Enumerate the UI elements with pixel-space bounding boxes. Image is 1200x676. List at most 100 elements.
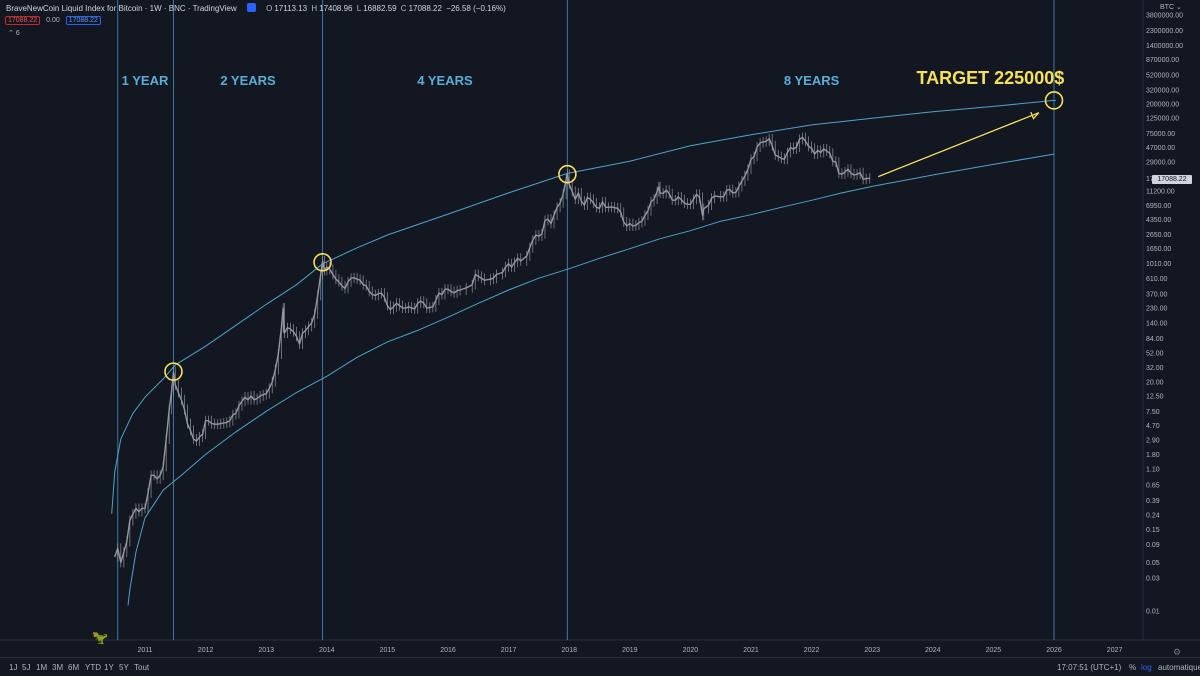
cycle-top-highlight — [313, 253, 332, 272]
y-tick-label: 4.70 — [1146, 423, 1160, 430]
cycle-label: 4 YEARS — [417, 73, 473, 88]
y-tick-label: 20.00 — [1146, 379, 1164, 386]
timeframe-5j[interactable]: 5J — [22, 663, 31, 672]
y-tick-label: 1400000.00 — [1146, 43, 1183, 50]
chart-header: BraveNewCoin Liquid Index for Bitcoin · … — [6, 3, 510, 13]
x-tick-label: 2026 — [1046, 647, 1062, 654]
timeframe-1j[interactable]: 1J — [9, 663, 18, 672]
y-tick-label: 1.10 — [1146, 467, 1160, 474]
cycle-label: 8 YEARS — [784, 73, 840, 88]
low-label: L — [356, 4, 362, 13]
open-value: 17113.13 — [274, 4, 308, 13]
y-tick-label: 1.80 — [1146, 452, 1160, 459]
channel-lower — [127, 153, 1055, 606]
cycle-label: 1 YEAR — [122, 73, 169, 88]
y-tick-label: 610.00 — [1146, 276, 1168, 283]
trade-prices: 17088.22 0.00 17088.22 — [5, 16, 105, 25]
auto-scale-toggle[interactable]: automatique — [1158, 663, 1200, 672]
x-tick-label: 2014 — [319, 647, 335, 654]
x-tick-label: 2016 — [440, 647, 456, 654]
y-tick-label: 0.39 — [1146, 498, 1160, 505]
y-tick-label: 0.15 — [1146, 527, 1160, 534]
y-tick-label: 140.00 — [1146, 321, 1168, 328]
buy-price-button[interactable]: 17088.22 — [65, 16, 101, 25]
open-label: O — [266, 4, 273, 13]
timeframe-6m[interactable]: 6M — [68, 663, 80, 672]
x-tick-label: 2025 — [986, 647, 1002, 654]
y-tick-label: 320000.00 — [1146, 87, 1179, 94]
y-tick-label: 29000.00 — [1146, 160, 1175, 167]
y-tick-label: 0.24 — [1146, 513, 1160, 520]
x-tick-label: 2017 — [501, 647, 517, 654]
x-tick-label: 2015 — [380, 647, 396, 654]
y-tick-label: 200000.00 — [1146, 102, 1179, 109]
cycle-top-highlight — [558, 164, 577, 184]
y-tick-label: 32.00 — [1146, 365, 1164, 372]
y-tick-label: 520000.00 — [1146, 73, 1179, 80]
x-tick-label: 2018 — [561, 647, 577, 654]
x-tick-label: 2019 — [622, 647, 638, 654]
symbol-title[interactable]: BraveNewCoin Liquid Index for Bitcoin · … — [6, 4, 237, 13]
channel-upper — [111, 99, 1055, 514]
y-tick-label: 0.01 — [1146, 609, 1160, 616]
y-tick-label: 2300000.00 — [1146, 28, 1183, 35]
target-label: TARGET 225000$ — [916, 68, 1064, 88]
axis-unit: BTC — [1160, 4, 1174, 11]
y-tick-label: 12.50 — [1146, 393, 1164, 400]
tradingview-logo-icon[interactable]: 🦖 — [92, 630, 109, 645]
close-value: 17088.22 — [408, 4, 442, 13]
timeframe-3m[interactable]: 3M — [52, 663, 64, 672]
y-tick-label: 3800000.00 — [1146, 13, 1183, 20]
high-value: 17408.96 — [319, 4, 353, 13]
y-tick-label: 0.09 — [1146, 542, 1160, 549]
y-tick-label: 125000.00 — [1146, 116, 1179, 123]
y-tick-label: 84.00 — [1146, 336, 1164, 343]
close-label: C — [400, 4, 407, 13]
x-tick-label: 2013 — [258, 647, 274, 654]
x-tick-label: 2027 — [1107, 647, 1123, 654]
x-tick-label: 2012 — [198, 647, 214, 654]
y-tick-label: 75000.00 — [1146, 131, 1175, 138]
cycle-label: 2 YEARS — [220, 73, 276, 88]
timeframe-1m[interactable]: 1M — [36, 663, 48, 672]
y-tick-label: 2650.00 — [1146, 232, 1171, 239]
sell-price-button[interactable]: 17088.22 — [5, 16, 41, 25]
timeframe-ytd[interactable]: YTD — [85, 663, 101, 672]
projection-arrow — [878, 112, 1040, 178]
x-tick-label: 2024 — [925, 647, 941, 654]
y-tick-label: 0.03 — [1146, 575, 1160, 582]
gear-icon[interactable]: ⚙ — [1173, 647, 1182, 657]
y-tick-label: 1010.00 — [1146, 261, 1171, 268]
eye-icon[interactable] — [246, 3, 256, 12]
bottom-toolbar: 1J 5J 1M 3M 6M YTD 1Y 5Y Tout 17:07:51 (… — [0, 657, 1200, 676]
cycle-top-highlight — [164, 362, 183, 381]
y-tick-label: 2.90 — [1146, 438, 1160, 445]
indicators-toggle[interactable]: ⌃ 6 — [8, 30, 20, 37]
spread-value: 0.00 — [46, 17, 60, 24]
percent-scale-toggle[interactable]: % — [1129, 663, 1137, 672]
y-tick-label: 47000.00 — [1146, 145, 1175, 152]
y-tick-label: 230.00 — [1146, 306, 1168, 313]
y-tick-label: 52.00 — [1146, 350, 1164, 357]
y-tick-label: 1650.00 — [1146, 246, 1171, 253]
y-tick-label: 0.05 — [1146, 560, 1160, 567]
current-price-label: 17088.22 — [1152, 175, 1192, 184]
y-tick-label: 0.65 — [1146, 483, 1160, 490]
timeframe-1y[interactable]: 1Y — [104, 663, 114, 672]
x-tick-label: 2011 — [137, 647, 152, 654]
projection-arrowhead — [1030, 111, 1040, 120]
low-value: 16882.59 — [363, 4, 397, 13]
x-tick-label: 2022 — [804, 647, 820, 654]
axis-unit-label[interactable]: BTC ⌄ — [1160, 4, 1182, 11]
y-tick-label: 4350.00 — [1146, 217, 1171, 224]
y-tick-label: 6950.00 — [1146, 203, 1171, 210]
ohlc-values: O 17113.13 H 17408.96 L 16882.59 C 17088.22 … — [266, 4, 508, 13]
x-tick-label: 2020 — [683, 647, 699, 654]
timeframe-5y[interactable]: 5Y — [119, 663, 129, 672]
timeframe-all[interactable]: Tout — [134, 663, 150, 672]
y-tick-label: 11200.00 — [1146, 188, 1175, 195]
change-value: −26.58 (−0.16%) — [446, 4, 506, 13]
log-scale-toggle[interactable]: log — [1141, 663, 1152, 672]
clock[interactable]: 17:07:51 (UTC+1) — [1057, 663, 1122, 672]
